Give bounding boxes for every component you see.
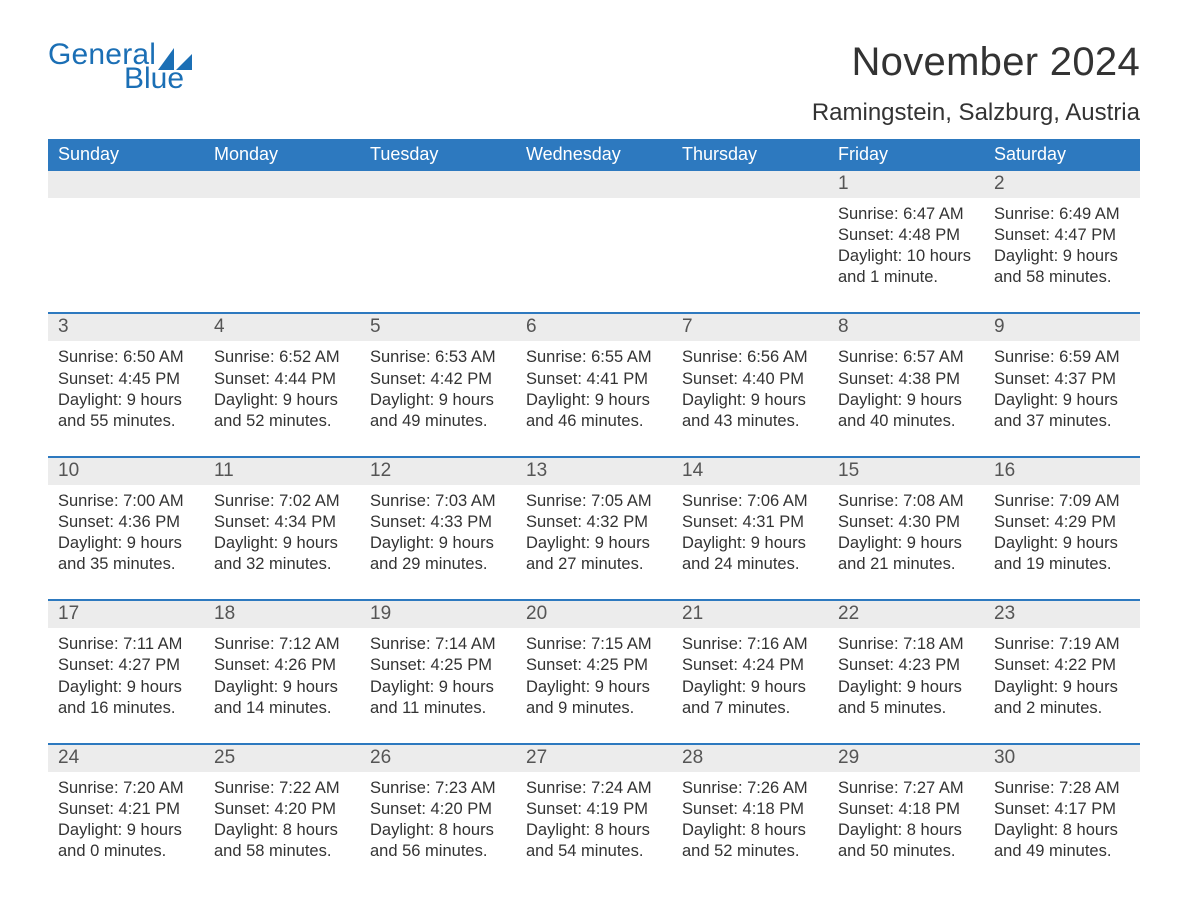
day-detail: Sunrise: 7:11 AMSunset: 4:27 PMDaylight:… xyxy=(48,628,204,743)
day-detail: Sunrise: 7:18 AMSunset: 4:23 PMDaylight:… xyxy=(828,628,984,743)
day-detail: Sunrise: 7:28 AMSunset: 4:17 PMDaylight:… xyxy=(984,772,1140,870)
day-number: 2 xyxy=(984,171,1140,198)
day-detail: Sunrise: 7:06 AMSunset: 4:31 PMDaylight:… xyxy=(672,485,828,600)
day-detail: Sunrise: 7:09 AMSunset: 4:29 PMDaylight:… xyxy=(984,485,1140,600)
detail-row: Sunrise: 7:11 AMSunset: 4:27 PMDaylight:… xyxy=(48,628,1140,743)
daynum-row: 24252627282930 xyxy=(48,745,1140,772)
day-number: 10 xyxy=(48,458,204,485)
detail-row: Sunrise: 6:47 AMSunset: 4:48 PMDaylight:… xyxy=(48,198,1140,313)
calendar-table: SundayMondayTuesdayWednesdayThursdayFrid… xyxy=(48,139,1140,870)
empty-day xyxy=(516,171,672,198)
day-detail: Sunrise: 7:26 AMSunset: 4:18 PMDaylight:… xyxy=(672,772,828,870)
dow-row: SundayMondayTuesdayWednesdayThursdayFrid… xyxy=(48,139,1140,171)
day-detail: Sunrise: 7:23 AMSunset: 4:20 PMDaylight:… xyxy=(360,772,516,870)
day-number: 27 xyxy=(516,745,672,772)
daynum-row: 3456789 xyxy=(48,314,1140,341)
day-number: 12 xyxy=(360,458,516,485)
day-detail: Sunrise: 7:08 AMSunset: 4:30 PMDaylight:… xyxy=(828,485,984,600)
day-number: 20 xyxy=(516,601,672,628)
day-number: 23 xyxy=(984,601,1140,628)
day-number: 4 xyxy=(204,314,360,341)
dow-header: Monday xyxy=(204,139,360,171)
day-detail: Sunrise: 6:49 AMSunset: 4:47 PMDaylight:… xyxy=(984,198,1140,313)
dow-header: Sunday xyxy=(48,139,204,171)
title-block: November 2024 Ramingstein, Salzburg, Aus… xyxy=(812,40,1140,135)
day-detail: Sunrise: 6:59 AMSunset: 4:37 PMDaylight:… xyxy=(984,341,1140,456)
empty-detail xyxy=(672,198,828,313)
daynum-row: 10111213141516 xyxy=(48,458,1140,485)
empty-detail xyxy=(360,198,516,313)
day-detail: Sunrise: 7:05 AMSunset: 4:32 PMDaylight:… xyxy=(516,485,672,600)
day-number: 22 xyxy=(828,601,984,628)
empty-day xyxy=(48,171,204,198)
day-detail: Sunrise: 7:24 AMSunset: 4:19 PMDaylight:… xyxy=(516,772,672,870)
day-detail: Sunrise: 6:57 AMSunset: 4:38 PMDaylight:… xyxy=(828,341,984,456)
day-number: 6 xyxy=(516,314,672,341)
day-number: 16 xyxy=(984,458,1140,485)
dow-header: Tuesday xyxy=(360,139,516,171)
day-detail: Sunrise: 7:12 AMSunset: 4:26 PMDaylight:… xyxy=(204,628,360,743)
day-number: 9 xyxy=(984,314,1140,341)
day-number: 24 xyxy=(48,745,204,772)
day-detail: Sunrise: 7:15 AMSunset: 4:25 PMDaylight:… xyxy=(516,628,672,743)
dow-header: Saturday xyxy=(984,139,1140,171)
day-number: 5 xyxy=(360,314,516,341)
detail-row: Sunrise: 6:50 AMSunset: 4:45 PMDaylight:… xyxy=(48,341,1140,456)
day-number: 25 xyxy=(204,745,360,772)
empty-detail xyxy=(204,198,360,313)
day-detail: Sunrise: 6:55 AMSunset: 4:41 PMDaylight:… xyxy=(516,341,672,456)
detail-row: Sunrise: 7:20 AMSunset: 4:21 PMDaylight:… xyxy=(48,772,1140,870)
day-number: 3 xyxy=(48,314,204,341)
day-number: 7 xyxy=(672,314,828,341)
day-detail: Sunrise: 7:22 AMSunset: 4:20 PMDaylight:… xyxy=(204,772,360,870)
month-title: November 2024 xyxy=(812,40,1140,85)
day-number: 18 xyxy=(204,601,360,628)
day-detail: Sunrise: 6:53 AMSunset: 4:42 PMDaylight:… xyxy=(360,341,516,456)
daynum-row: 12 xyxy=(48,171,1140,198)
day-detail: Sunrise: 6:52 AMSunset: 4:44 PMDaylight:… xyxy=(204,341,360,456)
daynum-row: 17181920212223 xyxy=(48,601,1140,628)
day-number: 28 xyxy=(672,745,828,772)
day-detail: Sunrise: 6:56 AMSunset: 4:40 PMDaylight:… xyxy=(672,341,828,456)
dow-header: Thursday xyxy=(672,139,828,171)
empty-day xyxy=(360,171,516,198)
day-number: 1 xyxy=(828,171,984,198)
day-detail: Sunrise: 6:47 AMSunset: 4:48 PMDaylight:… xyxy=(828,198,984,313)
day-number: 19 xyxy=(360,601,516,628)
day-number: 13 xyxy=(516,458,672,485)
day-detail: Sunrise: 7:19 AMSunset: 4:22 PMDaylight:… xyxy=(984,628,1140,743)
empty-detail xyxy=(48,198,204,313)
day-number: 21 xyxy=(672,601,828,628)
empty-detail xyxy=(516,198,672,313)
day-number: 29 xyxy=(828,745,984,772)
day-detail: Sunrise: 7:00 AMSunset: 4:36 PMDaylight:… xyxy=(48,485,204,600)
empty-day xyxy=(204,171,360,198)
day-detail: Sunrise: 7:14 AMSunset: 4:25 PMDaylight:… xyxy=(360,628,516,743)
dow-header: Friday xyxy=(828,139,984,171)
empty-day xyxy=(672,171,828,198)
header: General Blue November 2024 Ramingstein, … xyxy=(48,40,1140,135)
day-number: 11 xyxy=(204,458,360,485)
location: Ramingstein, Salzburg, Austria xyxy=(812,99,1140,127)
logo: General Blue xyxy=(48,40,192,94)
dow-header: Wednesday xyxy=(516,139,672,171)
day-detail: Sunrise: 7:27 AMSunset: 4:18 PMDaylight:… xyxy=(828,772,984,870)
day-detail: Sunrise: 7:03 AMSunset: 4:33 PMDaylight:… xyxy=(360,485,516,600)
day-detail: Sunrise: 7:16 AMSunset: 4:24 PMDaylight:… xyxy=(672,628,828,743)
day-number: 26 xyxy=(360,745,516,772)
day-number: 8 xyxy=(828,314,984,341)
day-number: 30 xyxy=(984,745,1140,772)
detail-row: Sunrise: 7:00 AMSunset: 4:36 PMDaylight:… xyxy=(48,485,1140,600)
day-number: 17 xyxy=(48,601,204,628)
day-number: 14 xyxy=(672,458,828,485)
day-detail: Sunrise: 7:02 AMSunset: 4:34 PMDaylight:… xyxy=(204,485,360,600)
day-number: 15 xyxy=(828,458,984,485)
day-detail: Sunrise: 7:20 AMSunset: 4:21 PMDaylight:… xyxy=(48,772,204,870)
day-detail: Sunrise: 6:50 AMSunset: 4:45 PMDaylight:… xyxy=(48,341,204,456)
logo-text-blue: Blue xyxy=(124,64,192,94)
